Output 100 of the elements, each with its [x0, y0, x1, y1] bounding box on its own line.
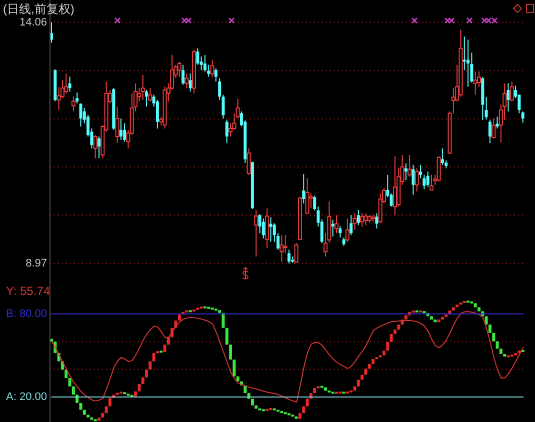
bar	[166, 337, 170, 345]
candlestick	[408, 154, 412, 178]
y-tick-label: B: 80.00	[6, 308, 47, 320]
bar	[313, 388, 316, 394]
bar	[393, 330, 396, 334]
candlestick	[466, 40, 470, 87]
bar	[68, 378, 72, 386]
bar	[163, 344, 166, 352]
bar	[90, 417, 94, 420]
candlestick	[162, 86, 167, 129]
candlestick	[364, 212, 368, 226]
candlestick	[177, 61, 182, 78]
y-tick-label: 8.97	[26, 258, 47, 270]
bar	[390, 334, 393, 342]
bar	[434, 320, 437, 322]
bar	[499, 348, 502, 354]
bar	[496, 341, 499, 349]
bar	[104, 406, 108, 414]
bar	[72, 386, 75, 395]
bar	[437, 320, 440, 322]
bar	[134, 391, 138, 396]
candlestick	[148, 88, 152, 102]
bar	[452, 307, 455, 311]
bar	[306, 398, 309, 406]
candlestick	[265, 208, 270, 249]
bar	[82, 410, 86, 415]
candlestick	[430, 174, 434, 192]
bar	[232, 360, 236, 376]
bar	[141, 377, 144, 384]
candlestick	[269, 217, 272, 242]
candlestick	[352, 212, 357, 230]
candlestick	[371, 214, 376, 222]
y-tick-label: 14.06	[19, 16, 47, 28]
bar	[218, 310, 222, 313]
bar	[440, 316, 444, 320]
bar	[152, 352, 156, 362]
bar	[368, 364, 371, 369]
bar	[148, 361, 152, 370]
bar	[298, 413, 302, 419]
candlestick	[210, 59, 214, 78]
bar	[250, 398, 254, 406]
bar	[488, 324, 492, 333]
bar	[397, 324, 400, 330]
bar	[302, 406, 306, 414]
bar	[364, 368, 368, 375]
candlestick	[510, 81, 514, 102]
bar	[236, 376, 240, 382]
bar	[101, 413, 104, 418]
candlestick	[254, 209, 258, 257]
bar	[108, 398, 112, 406]
bar	[492, 332, 496, 342]
bar	[86, 414, 90, 418]
bar	[478, 307, 480, 312]
bar	[145, 370, 148, 378]
candlestick	[345, 218, 350, 242]
bar	[484, 316, 488, 325]
bar	[229, 344, 232, 360]
candlestick	[294, 242, 298, 264]
candlestick	[367, 214, 372, 224]
bar	[138, 384, 141, 392]
y-tick-label: A: 20.00	[6, 391, 47, 404]
bar	[98, 417, 100, 421]
line-series	[51, 311, 524, 403]
candlestick	[458, 29, 463, 98]
bar	[360, 374, 364, 380]
bar	[79, 403, 82, 410]
candlestick	[93, 134, 98, 159]
bar	[474, 303, 477, 308]
bar	[430, 316, 433, 320]
candlestick	[280, 234, 284, 262]
bar	[386, 342, 390, 351]
chart-title: (日线,前复权)	[3, 1, 74, 18]
text: Y: 55.74	[6, 284, 50, 298]
candlestick	[192, 49, 196, 94]
bar	[456, 304, 459, 308]
candlestick	[64, 72, 68, 94]
candlestick	[246, 148, 251, 176]
candlestick	[473, 71, 478, 96]
bar	[356, 380, 360, 386]
candlestick	[414, 168, 419, 192]
candlestick	[331, 220, 334, 236]
bar	[64, 370, 68, 378]
bar	[324, 387, 328, 391]
bar	[225, 328, 228, 345]
candlestick	[115, 106, 120, 144]
bar	[222, 312, 225, 328]
bar	[353, 386, 356, 391]
bar	[404, 315, 408, 320]
candlestick	[140, 74, 145, 101]
bar	[372, 358, 375, 364]
bar	[178, 314, 181, 321]
candlestick	[360, 212, 364, 228]
bar	[294, 416, 298, 419]
candlestick	[184, 72, 189, 89]
candlestick	[305, 178, 310, 214]
candlestick	[436, 156, 441, 182]
candlestick	[392, 156, 397, 216]
candlestick	[492, 118, 496, 139]
bar	[503, 354, 506, 357]
candlestick	[298, 196, 302, 240]
